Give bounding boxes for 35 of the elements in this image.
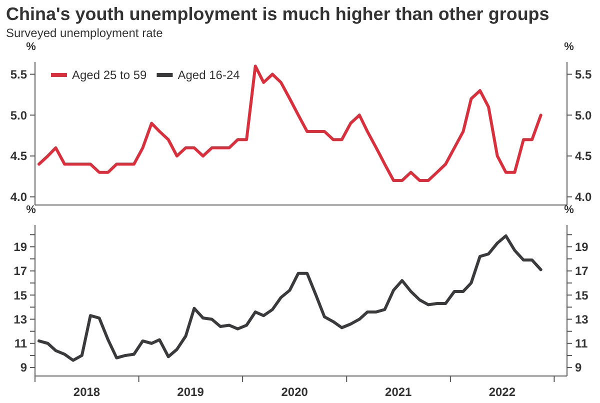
x-tick-label: 2020 <box>281 385 308 399</box>
x-tick-label: 2022 <box>488 385 516 399</box>
y-axis-title: % <box>26 41 36 53</box>
chart-title: China's youth unemployment is much higher than other groups <box>6 4 550 24</box>
y2-tick-label: 9 <box>575 360 582 375</box>
y-tick-label: 4.5 <box>10 149 28 164</box>
x-tick-label: 2018 <box>73 385 100 399</box>
y2-tick-label: 5.0 <box>575 108 592 122</box>
y-tick-label: 4.0 <box>10 190 28 204</box>
y-tick-label: 5.5 <box>10 67 28 82</box>
chart-subtitle: Surveyed unemployment rate <box>6 26 164 40</box>
line-series <box>37 234 542 362</box>
y-tick-label: 15 <box>14 288 28 302</box>
y2-tick-label: 4.5 <box>575 149 592 164</box>
y2-axis-title: % <box>564 41 574 53</box>
y-tick-label: 17 <box>14 264 28 278</box>
y2-tick-label: 5.5 <box>575 67 592 82</box>
y2-axis-title: % <box>564 204 574 216</box>
y-tick-label: 11 <box>14 336 28 351</box>
y-axis-title: % <box>26 204 36 216</box>
y-tick-label: 13 <box>14 312 28 326</box>
y2-tick-label: 19 <box>575 240 589 254</box>
y2-tick-label: 17 <box>575 264 589 278</box>
line-series <box>37 64 542 182</box>
y-tick-label: 19 <box>14 240 28 254</box>
x-tick-label: 2021 <box>385 385 412 399</box>
y-tick-label: 5.0 <box>10 108 28 122</box>
y2-tick-label: 4.0 <box>575 190 592 204</box>
legend-label: Aged 25 to 59 <box>72 68 148 82</box>
y2-tick-label: 11 <box>575 336 588 351</box>
legend-label: Aged 16-24 <box>178 68 240 82</box>
y2-tick-label: 13 <box>575 312 589 326</box>
y2-tick-label: 15 <box>575 288 589 302</box>
y-tick-label: 9 <box>20 360 28 375</box>
x-tick-label: 2019 <box>177 385 204 399</box>
